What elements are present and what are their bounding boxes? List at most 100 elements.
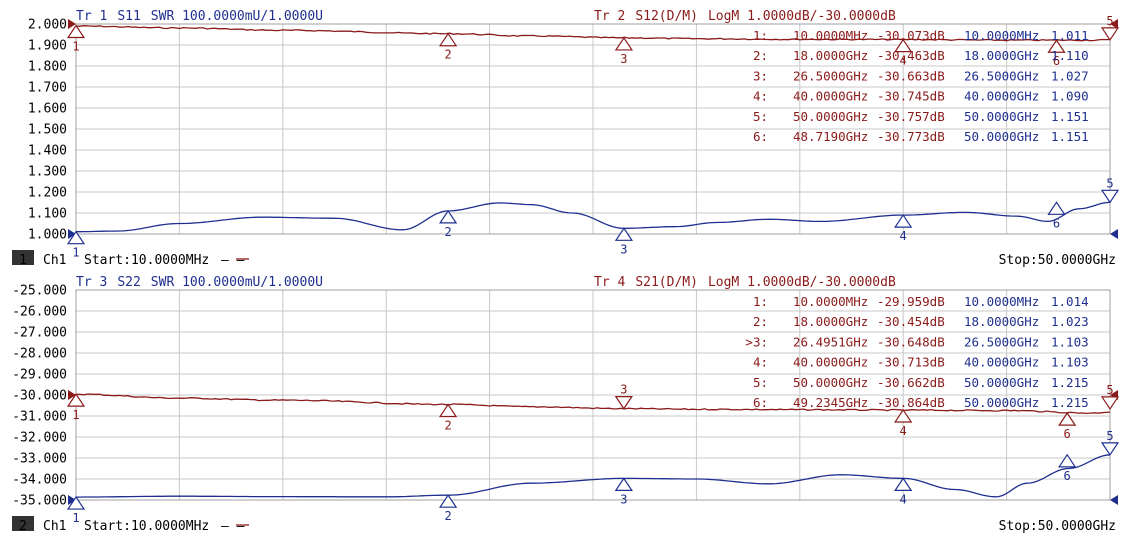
table-blue-value: 1.215 — [1051, 375, 1089, 390]
table-blue-value: 1.110 — [1051, 48, 1089, 63]
marker-red-triangle[interactable] — [66, 393, 86, 407]
marker-6[interactable]: 66 — [1047, 39, 1066, 230]
marker-red-triangle[interactable] — [1058, 412, 1077, 426]
grid — [75, 23, 1111, 235]
channel-number-box[interactable] — [12, 250, 34, 265]
table-freq: 26.4951GHz — [793, 334, 868, 349]
stop-frequency: Stop:50.0000GHz — [999, 519, 1116, 534]
marker-table: 1: 10.0000MHz -29.959dB 10.0000MHz 1.014 2: 18… — [745, 294, 1088, 410]
marker-blue-triangle[interactable] — [438, 494, 458, 508]
table-blue-freq: 18.0000GHz — [964, 48, 1039, 63]
y-tick-label: 1.300 — [28, 165, 67, 180]
trace-left-label: Tr 1 — [76, 9, 107, 24]
table-blue-freq: 18.0000GHz — [964, 314, 1039, 329]
table-freq: 50.0000GHz — [793, 109, 868, 124]
marker-red-triangle[interactable] — [438, 403, 458, 418]
marker-blue-triangle[interactable] — [438, 209, 458, 224]
table-freq: 40.0000GHz — [793, 89, 868, 104]
marker-blue-triangle[interactable] — [1047, 201, 1066, 215]
marker-red-triangle[interactable] — [614, 396, 633, 410]
table-freq: 50.0000GHz — [793, 375, 868, 390]
marker-4[interactable]: 44 — [894, 408, 913, 506]
table-index: 2: — [753, 48, 768, 63]
marker-1[interactable]: 11 — [66, 393, 86, 525]
marker-3[interactable]: 33 — [614, 383, 633, 507]
marker-blue-triangle[interactable] — [614, 227, 634, 241]
trace-right-format: LogM 1.0000dB/-30.0000dB — [708, 9, 896, 24]
start-frequency: Start:10.0000MHz — [84, 253, 209, 268]
trace-right-header: Tr 2 S12(D/M) LogM 1.0000dB/-30.0000dB — [594, 9, 896, 24]
table-freq: 10.0000MHz — [793, 28, 868, 43]
marker-5[interactable]: 55 — [1100, 383, 1120, 456]
table-index: 5: — [753, 375, 768, 390]
marker-red-triangle[interactable] — [1100, 396, 1120, 410]
legend-dash-blue: — — — [221, 519, 245, 534]
ref-arrow-left-blue — [68, 495, 76, 505]
marker-red-number: 2 — [444, 419, 451, 433]
table-value: -30.757dB — [877, 109, 945, 124]
series-line-blue — [76, 454, 1111, 498]
trace-right-param: S12(D/M) — [635, 9, 698, 24]
y-tick-label: 1.400 — [28, 144, 67, 159]
start-frequency: Start:10.0000MHz — [84, 519, 209, 534]
table-freq: 26.5000GHz — [793, 68, 868, 83]
ref-arrow-left-blue — [68, 229, 76, 239]
ref-arrow-right-blue — [1110, 495, 1118, 505]
channel-number-box[interactable] — [12, 516, 34, 531]
marker-2[interactable]: 22 — [438, 403, 458, 524]
table-index: 5: — [753, 109, 768, 124]
table-blue-value: 1.014 — [1051, 294, 1089, 309]
y-tick-label: 1.600 — [28, 102, 67, 117]
marker-blue-number: 4 — [900, 229, 907, 243]
table-index: 3: — [753, 68, 768, 83]
marker-red-triangle[interactable] — [894, 408, 913, 423]
marker-5[interactable]: 55 — [1100, 14, 1120, 204]
marker-blue-number: 5 — [1106, 176, 1113, 190]
y-tick-label: -32.000 — [12, 431, 67, 446]
marker-2[interactable]: 22 — [438, 32, 458, 239]
marker-red-number: 3 — [620, 52, 627, 66]
marker-1[interactable]: 11 — [66, 24, 86, 260]
stop-frequency: Stop:50.0000GHz — [999, 253, 1116, 268]
table-value: -30.773dB — [877, 129, 945, 144]
table-blue-freq: 26.5000GHz — [964, 334, 1039, 349]
marker-3[interactable]: 33 — [614, 36, 634, 256]
plot-frame — [75, 23, 1111, 235]
y-tick-label: 1.000 — [28, 228, 67, 243]
trace-right-label: Tr 4 — [594, 275, 625, 290]
marker-blue-triangle[interactable] — [1100, 442, 1120, 456]
table-blue-freq: 10.0000MHz — [964, 294, 1039, 309]
y-tick-label: -31.000 — [12, 410, 67, 425]
marker-blue-triangle[interactable] — [894, 477, 913, 491]
marker-blue-triangle[interactable] — [614, 477, 633, 491]
table-value: -30.463dB — [877, 48, 945, 63]
channel-number: 1 — [19, 253, 27, 268]
marker-red-triangle[interactable] — [66, 24, 86, 39]
marker-blue-number: 2 — [444, 509, 451, 523]
table-blue-value: 1.103 — [1051, 334, 1089, 349]
marker-blue-triangle[interactable] — [66, 230, 86, 245]
y-tick-label: -30.000 — [12, 389, 67, 404]
marker-blue-triangle[interactable] — [1100, 189, 1120, 204]
table-index: >3: — [745, 334, 768, 349]
marker-4[interactable]: 44 — [894, 38, 913, 243]
marker-blue-triangle[interactable] — [894, 214, 913, 228]
table-blue-freq: 50.0000GHz — [964, 395, 1039, 410]
marker-red-triangle[interactable] — [614, 36, 634, 51]
grid — [75, 289, 1111, 501]
marker-red-triangle[interactable] — [1047, 39, 1066, 53]
marker-blue-number: 3 — [620, 242, 627, 256]
y-tick-label: -28.000 — [12, 347, 67, 362]
trace-left-header: Tr 1 S11 SWR 100.0000mU/1.0000U — [76, 9, 323, 24]
table-index: 6: — [753, 129, 768, 144]
marker-6[interactable]: 66 — [1058, 412, 1077, 483]
marker-red-triangle[interactable] — [1100, 27, 1120, 41]
marker-blue-triangle[interactable] — [1058, 453, 1077, 468]
marker-red-number: 5 — [1106, 14, 1113, 28]
marker-red-number: 3 — [620, 383, 627, 397]
channel-label: Ch1 — [43, 253, 66, 268]
marker-red-triangle[interactable] — [894, 38, 913, 53]
marker-red-triangle[interactable] — [438, 32, 458, 47]
table-freq: 18.0000GHz — [793, 48, 868, 63]
marker-blue-triangle[interactable] — [66, 495, 86, 510]
